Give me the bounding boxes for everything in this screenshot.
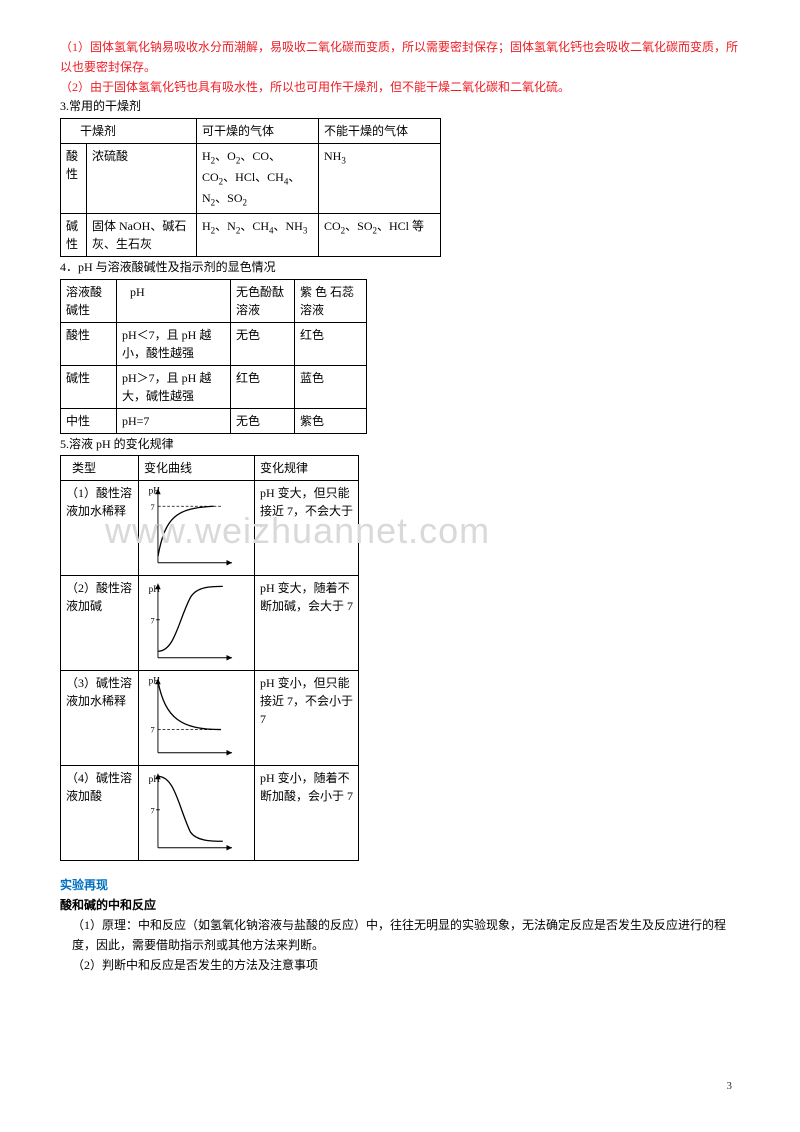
cell: （4）碱性溶液加酸 <box>61 766 139 861</box>
cell: pH＞7，且 pH 越大，碱性越强 <box>117 365 231 408</box>
cell: 红色 <box>231 365 295 408</box>
cell: pH 变小，但只能接近 7，不会小于 7 <box>255 671 359 766</box>
cell: （1）酸性溶液加水稀释 <box>61 481 139 576</box>
subsection-title: 酸和碱的中和反应 <box>60 896 740 916</box>
cell: pH 变大，随着不断加碱，会大于 7 <box>255 576 359 671</box>
page-number: 3 <box>727 1080 733 1092</box>
table-ph-change: 类型 变化曲线 变化规律 （1）酸性溶液加水稀释 pH 7 pH 变大，但只能接… <box>60 455 359 861</box>
cell: （2）酸性溶液加碱 <box>61 576 139 671</box>
table-desiccant: 干燥剂 可干燥的气体 不能干燥的气体 酸性 浓硫酸 H2、O2、CO、CO2、H… <box>60 118 441 257</box>
svg-text:7: 7 <box>151 807 155 816</box>
chart-2: pH 7 <box>144 579 246 667</box>
th: pH <box>117 279 231 322</box>
cell: 碱性 <box>61 365 117 408</box>
cell: 酸性 <box>61 322 117 365</box>
intro-note-2: （2）由于固体氢氧化钙也具有吸水性，所以也可用作干燥剂，但不能干燥二氧化碳和二氧… <box>60 78 740 98</box>
chart-cell: pH 7 <box>139 671 255 766</box>
svg-text:pH: pH <box>149 585 161 595</box>
heading-5: 5.溶液 pH 的变化规律 <box>60 435 740 455</box>
cell: NH3 <box>319 144 441 214</box>
cell: 无色 <box>231 408 295 433</box>
cell: 无色 <box>231 322 295 365</box>
cell: 碱性 <box>61 213 87 256</box>
cell: CO2、SO2、HCl 等 <box>319 213 441 256</box>
th: 类型 <box>61 456 139 481</box>
footer-p1: （1）原理：中和反应（如氢氧化钠溶液与盐酸的反应）中，往往无明显的实验现象，无法… <box>60 916 740 956</box>
heading-4: 4．pH 与溶液酸碱性及指示剂的显色情况 <box>60 258 740 278</box>
cell: 酸性 <box>61 144 87 214</box>
th: 干燥剂 <box>61 119 197 144</box>
th: 溶液酸碱性 <box>61 279 117 322</box>
th: 紫 色 石蕊溶液 <box>295 279 367 322</box>
heading-3: 3.常用的干燥剂 <box>60 97 740 117</box>
cell: H2、N2、CH4、NH3 <box>197 213 319 256</box>
chart-cell: pH 7 <box>139 481 255 576</box>
th: 无色酚酞溶液 <box>231 279 295 322</box>
cell: 中性 <box>61 408 117 433</box>
th: 变化规律 <box>255 456 359 481</box>
section-title: 实验再现 <box>60 876 740 896</box>
cell: pH＜7，且 pH 越小，酸性越强 <box>117 322 231 365</box>
cell: （3）碱性溶液加水稀释 <box>61 671 139 766</box>
chart-cell: pH 7 <box>139 576 255 671</box>
chart-cell: pH 7 <box>139 766 255 861</box>
cell: 蓝色 <box>295 365 367 408</box>
cell: pH 变小，随着不断加酸，会小于 7 <box>255 766 359 861</box>
svg-text:pH: pH <box>149 487 161 497</box>
cell: 红色 <box>295 322 367 365</box>
chart-3: pH 7 <box>144 674 246 762</box>
th: 不能干燥的气体 <box>319 119 441 144</box>
cell: H2、O2、CO、CO2、HCl、CH4、N2、SO2 <box>197 144 319 214</box>
cell: 浓硫酸 <box>87 144 197 214</box>
cell: pH 变大，但只能接近 7，不会大于 7 <box>255 481 359 576</box>
footer-p2: （2）判断中和反应是否发生的方法及注意事项 <box>60 956 740 976</box>
th: 变化曲线 <box>139 456 255 481</box>
chart-1: pH 7 <box>144 484 246 572</box>
svg-text:7: 7 <box>151 617 155 626</box>
cell: 紫色 <box>295 408 367 433</box>
cell: 固体 NaOH、碱石灰、生石灰 <box>87 213 197 256</box>
table-ph-indicator: 溶液酸碱性 pH 无色酚酞溶液 紫 色 石蕊溶液 酸性pH＜7，且 pH 越小，… <box>60 279 367 434</box>
intro-note-1: （1）固体氢氧化钠易吸收水分而潮解，易吸收二氧化碳而变质，所以需要密封保存；固体… <box>60 38 740 78</box>
cell: pH=7 <box>117 408 231 433</box>
svg-text:7: 7 <box>151 503 155 512</box>
svg-text:7: 7 <box>151 726 155 735</box>
chart-4: pH 7 <box>144 769 246 857</box>
th: 可干燥的气体 <box>197 119 319 144</box>
